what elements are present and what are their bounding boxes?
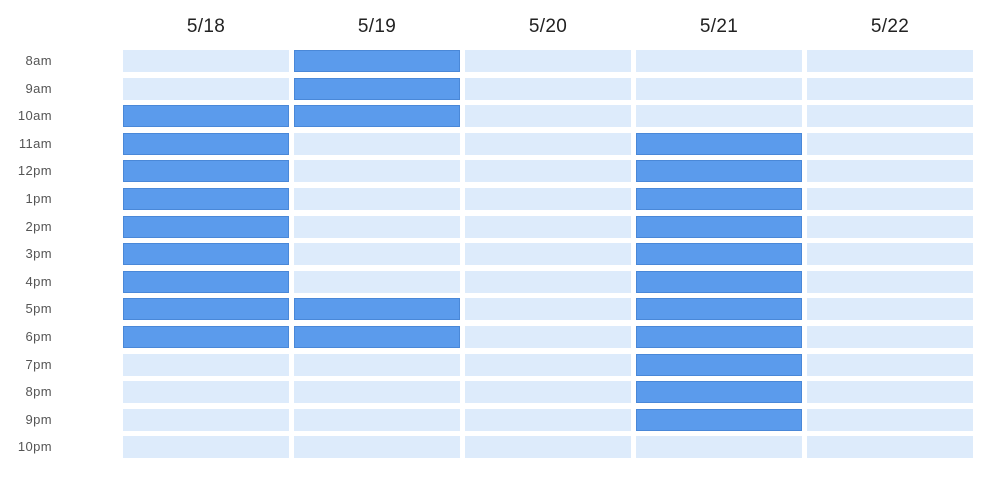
time-slot-available[interactable] (294, 160, 460, 182)
time-label: 12pm (17, 163, 52, 178)
time-slot-available[interactable] (807, 216, 973, 238)
time-slot-available[interactable] (807, 381, 973, 403)
time-slot-busy[interactable] (636, 160, 802, 182)
time-slot-available[interactable] (807, 133, 973, 155)
time-label: 11am (18, 136, 52, 151)
time-slot-available[interactable] (123, 409, 289, 431)
time-slot-available[interactable] (294, 188, 460, 210)
time-label: 8pm (25, 384, 52, 399)
time-slot-available[interactable] (807, 271, 973, 293)
time-label: 3pm (25, 246, 52, 261)
time-slot-busy[interactable] (636, 354, 802, 376)
time-slot-available[interactable] (123, 50, 289, 72)
time-slot-available[interactable] (465, 298, 631, 320)
time-slot-available[interactable] (465, 50, 631, 72)
time-label: 10pm (17, 439, 52, 454)
time-slot-available[interactable] (294, 216, 460, 238)
time-slot-busy[interactable] (636, 271, 802, 293)
time-slot-busy[interactable] (123, 271, 289, 293)
time-slot-available[interactable] (123, 381, 289, 403)
time-slot-available[interactable] (807, 243, 973, 265)
day-header: 5/18 (186, 16, 226, 37)
time-slot-available[interactable] (294, 133, 460, 155)
time-slot-available[interactable] (123, 436, 289, 458)
time-slot-available[interactable] (807, 409, 973, 431)
time-slot-busy[interactable] (636, 298, 802, 320)
time-slot-available[interactable] (807, 78, 973, 100)
time-slot-available[interactable] (465, 133, 631, 155)
time-slot-available[interactable] (807, 326, 973, 348)
time-slot-available[interactable] (636, 78, 802, 100)
time-slot-busy[interactable] (294, 50, 460, 72)
time-slot-busy[interactable] (123, 298, 289, 320)
time-slot-available[interactable] (123, 78, 289, 100)
time-slot-busy[interactable] (123, 243, 289, 265)
time-slot-busy[interactable] (123, 188, 289, 210)
time-label: 9pm (25, 412, 52, 427)
time-label: 6pm (25, 329, 52, 344)
time-slot-available[interactable] (294, 271, 460, 293)
time-slot-available[interactable] (465, 326, 631, 348)
time-label: 10am (17, 108, 52, 123)
time-slot-busy[interactable] (636, 243, 802, 265)
time-slot-available[interactable] (465, 271, 631, 293)
time-slot-available[interactable] (465, 243, 631, 265)
time-slot-busy[interactable] (294, 298, 460, 320)
time-slot-available[interactable] (123, 354, 289, 376)
time-label: 5pm (25, 301, 52, 316)
time-slot-available[interactable] (465, 78, 631, 100)
time-slot-available[interactable] (465, 216, 631, 238)
time-slot-available[interactable] (294, 354, 460, 376)
time-slot-busy[interactable] (636, 326, 802, 348)
time-slot-available[interactable] (807, 50, 973, 72)
time-slot-available[interactable] (465, 105, 631, 127)
time-slot-available[interactable] (294, 436, 460, 458)
time-slot-available[interactable] (807, 354, 973, 376)
day-header: 5/20 (528, 16, 568, 37)
time-label: 2pm (25, 219, 52, 234)
day-header: 5/19 (357, 16, 397, 37)
time-slot-available[interactable] (807, 298, 973, 320)
time-slot-busy[interactable] (294, 326, 460, 348)
day-header: 5/21 (699, 16, 739, 37)
time-slot-available[interactable] (465, 160, 631, 182)
time-slot-available[interactable] (465, 436, 631, 458)
time-slot-available[interactable] (636, 105, 802, 127)
time-slot-busy[interactable] (123, 326, 289, 348)
time-label: 8am (25, 53, 52, 68)
time-slot-available[interactable] (465, 188, 631, 210)
time-slot-busy[interactable] (636, 409, 802, 431)
time-slot-available[interactable] (294, 409, 460, 431)
time-slot-busy[interactable] (294, 105, 460, 127)
time-label: 4pm (25, 274, 52, 289)
time-slot-busy[interactable] (636, 133, 802, 155)
time-slot-available[interactable] (294, 381, 460, 403)
time-slot-available[interactable] (636, 50, 802, 72)
time-slot-available[interactable] (807, 436, 973, 458)
time-slot-busy[interactable] (123, 216, 289, 238)
time-slot-available[interactable] (636, 436, 802, 458)
time-slot-busy[interactable] (123, 105, 289, 127)
time-slot-available[interactable] (294, 243, 460, 265)
time-slot-busy[interactable] (636, 188, 802, 210)
time-slot-busy[interactable] (636, 216, 802, 238)
time-label: 1pm (25, 191, 52, 206)
time-slot-available[interactable] (807, 105, 973, 127)
time-slot-busy[interactable] (294, 78, 460, 100)
time-label: 9am (25, 81, 52, 96)
day-header: 5/22 (870, 16, 910, 37)
time-slot-available[interactable] (465, 381, 631, 403)
time-slot-busy[interactable] (123, 133, 289, 155)
time-slot-available[interactable] (465, 409, 631, 431)
time-label: 7pm (25, 357, 52, 372)
time-slot-available[interactable] (465, 354, 631, 376)
time-slot-available[interactable] (807, 160, 973, 182)
time-slot-available[interactable] (807, 188, 973, 210)
time-slot-busy[interactable] (123, 160, 289, 182)
time-slot-busy[interactable] (636, 381, 802, 403)
